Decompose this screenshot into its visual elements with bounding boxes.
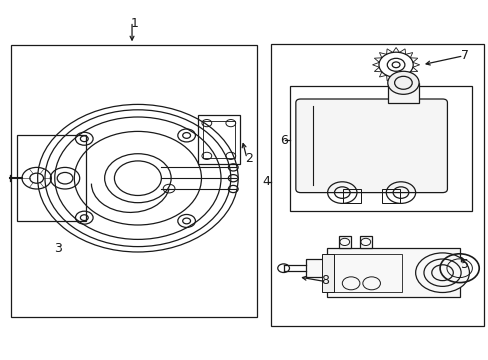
Bar	[289, 86, 471, 211]
Bar	[203, 121, 234, 158]
Text: 1: 1	[130, 17, 138, 30]
Bar	[331, 254, 402, 292]
Text: 4: 4	[262, 175, 270, 188]
Text: 6: 6	[279, 134, 287, 147]
Bar	[359, 236, 371, 248]
Bar	[326, 248, 459, 297]
Circle shape	[415, 253, 468, 292]
FancyBboxPatch shape	[295, 99, 447, 193]
Bar	[338, 236, 350, 248]
Bar	[198, 115, 239, 164]
Text: 7: 7	[460, 49, 468, 62]
Bar	[343, 189, 360, 203]
Bar	[321, 254, 333, 292]
Circle shape	[387, 71, 418, 94]
Bar	[271, 44, 483, 326]
Text: 3: 3	[54, 242, 61, 255]
Bar	[305, 259, 332, 277]
Text: 8: 8	[321, 274, 328, 287]
Bar	[382, 189, 399, 203]
Text: 5: 5	[460, 258, 468, 271]
Bar	[11, 45, 256, 317]
Bar	[386, 83, 418, 103]
Text: 2: 2	[245, 152, 253, 165]
Bar	[17, 135, 85, 221]
